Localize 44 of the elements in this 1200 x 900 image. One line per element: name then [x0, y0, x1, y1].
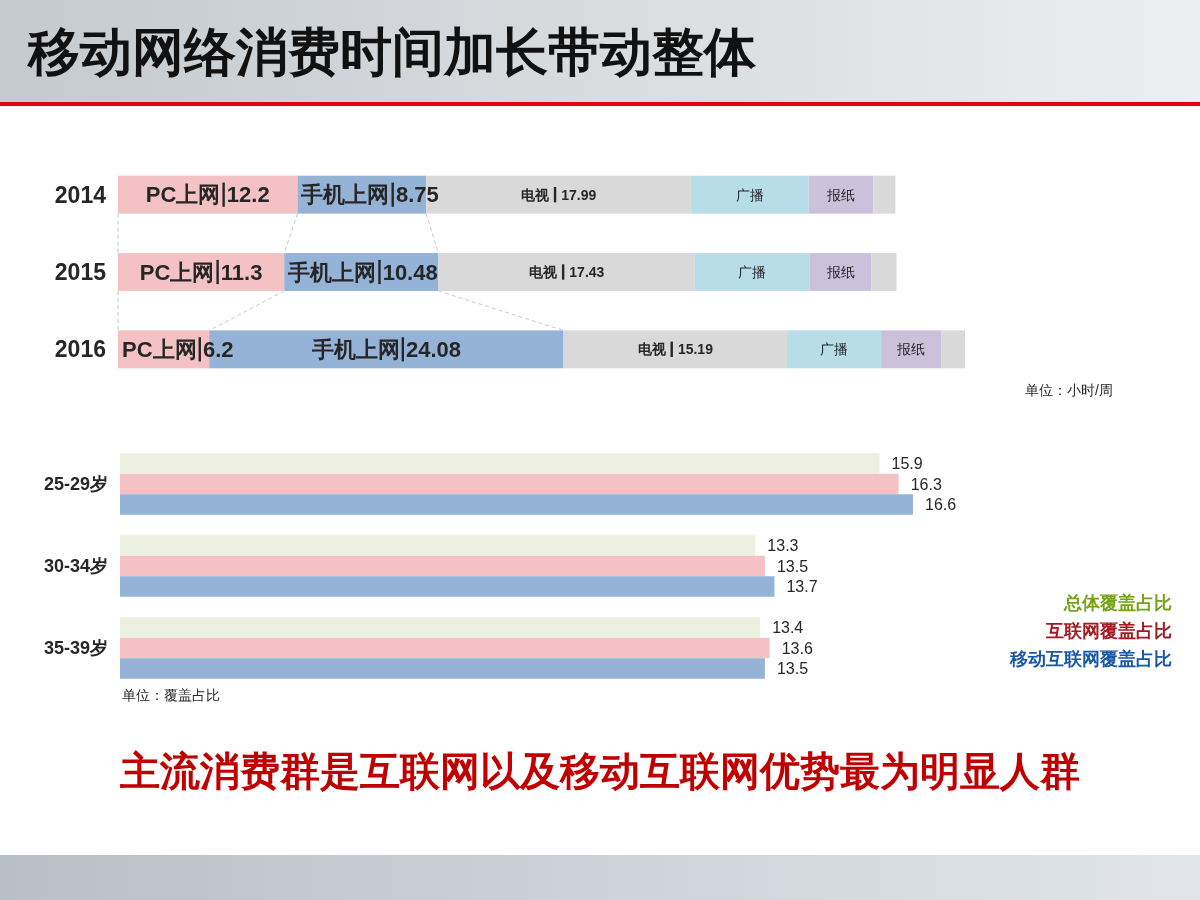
text: 广播 — [735, 186, 764, 203]
text: 电视 — [528, 264, 557, 280]
data-label: 15.19 — [677, 341, 714, 358]
data-label: 13.4 — [772, 619, 804, 636]
series-label: 手机上网 — [300, 182, 390, 208]
y-tick-label: 30-34岁 — [43, 556, 108, 576]
chart-title: 移动网络消费时间加长带动整体 — [26, 23, 757, 81]
text: 报纸 — [826, 264, 855, 280]
data-label: 13.5 — [776, 660, 809, 677]
data-label: 12.2 — [226, 182, 270, 208]
data-label: 13.5 — [776, 557, 809, 575]
annotation: 单位：覆盖占比 — [122, 687, 220, 703]
series-label: PC上网 — [122, 336, 197, 362]
text: 主流消费群是互联网以及移动互联网优势最为明显人群 — [119, 749, 1080, 793]
data-label: 17.43 — [569, 264, 605, 280]
data-label: 6.2 — [202, 336, 234, 362]
text: 单位：小时/周 — [1025, 382, 1113, 398]
data-label: 8.75 — [395, 182, 439, 208]
series-label: 电视 — [637, 341, 667, 358]
data-label: 16.3 — [910, 475, 942, 493]
y-tick-label: 35-39岁 — [43, 638, 108, 658]
data-label: 15.9 — [891, 455, 923, 472]
data-label: 13.6 — [781, 639, 813, 657]
data-label: 11.3 — [220, 259, 263, 285]
y-tick-label: 2016 — [54, 336, 106, 363]
data-label: 16.6 — [925, 496, 957, 513]
y-tick-label: 2015 — [54, 259, 107, 285]
text: 手机上网 — [311, 336, 400, 362]
data-label: 13.3 — [767, 537, 799, 554]
series-label: 报纸 — [896, 341, 926, 358]
text: PC上网 — [139, 259, 215, 285]
y-tick-label: 25-29岁 — [43, 474, 108, 494]
text: PC上网 — [145, 182, 221, 208]
text: 广播 — [738, 264, 767, 280]
data-label: 24.08 — [406, 336, 462, 362]
text: 报纸 — [826, 186, 855, 203]
data-label: 13.7 — [786, 578, 818, 595]
data-label: 10.48 — [382, 259, 438, 285]
data-label: 17.99 — [561, 186, 597, 203]
legend: 总体覆盖占比 互联网覆盖占比 移动互联网覆盖占比 — [1010, 593, 1172, 669]
series-label: 广播 — [820, 341, 849, 358]
y-tick-label: 2014 — [54, 181, 107, 208]
text: 手机上网 — [288, 259, 377, 285]
text: 电视 — [520, 186, 549, 203]
